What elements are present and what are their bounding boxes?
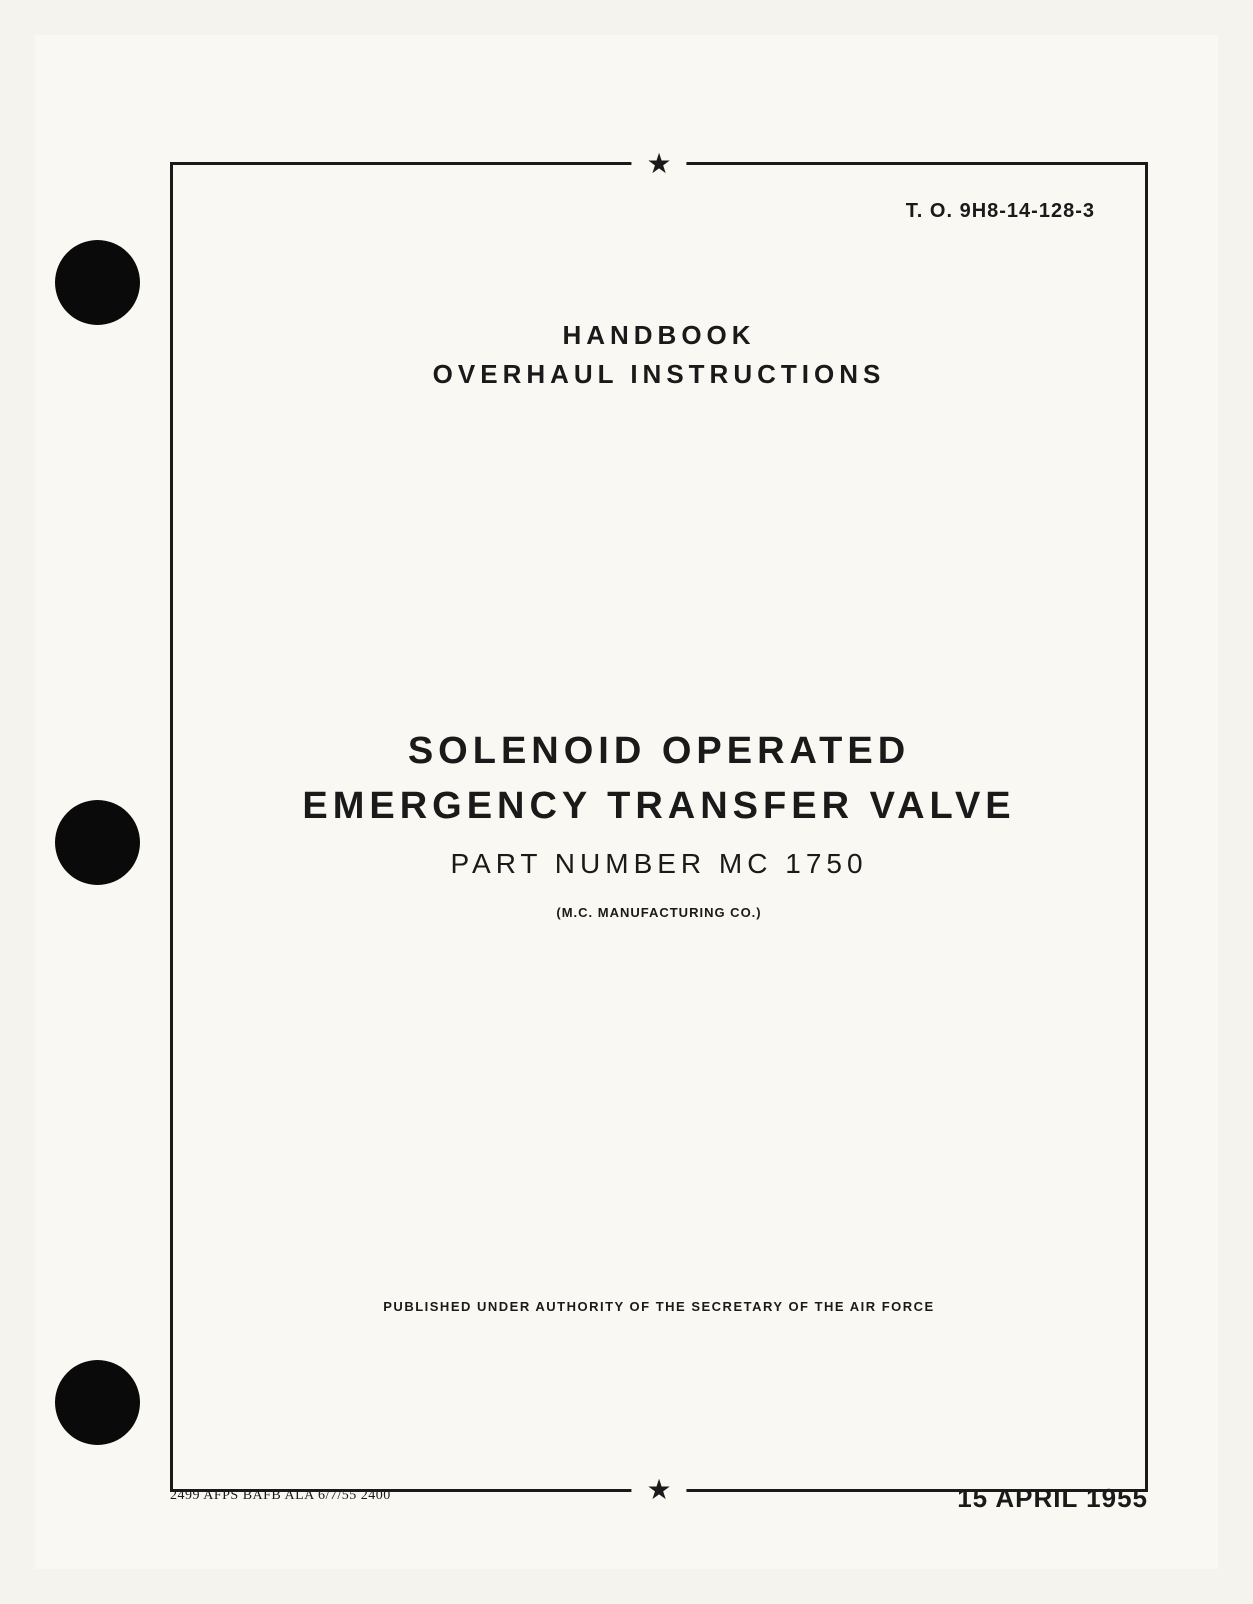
document-header: HANDBOOK OVERHAUL INSTRUCTIONS xyxy=(173,320,1145,398)
publication-date: 15 APRIL 1955 xyxy=(957,1483,1148,1514)
content-border-frame: ★ ★ T. O. 9H8-14-128-3 HANDBOOK OVERHAUL… xyxy=(170,162,1148,1492)
title-line-2: EMERGENCY TRANSFER VALVE xyxy=(173,785,1145,828)
star-icon-top: ★ xyxy=(631,147,686,181)
binder-hole-top xyxy=(55,240,140,325)
star-icon-bottom: ★ xyxy=(631,1473,686,1507)
manufacturer-name: (M.C. MANUFACTURING CO.) xyxy=(173,905,1145,920)
document-page: ★ ★ T. O. 9H8-14-128-3 HANDBOOK OVERHAUL… xyxy=(35,35,1218,1569)
header-overhaul-instructions: OVERHAUL INSTRUCTIONS xyxy=(173,359,1145,390)
document-title-block: SOLENOID OPERATED EMERGENCY TRANSFER VAL… xyxy=(173,730,1145,920)
header-handbook: HANDBOOK xyxy=(173,320,1145,351)
publication-authority: PUBLISHED UNDER AUTHORITY OF THE SECRETA… xyxy=(173,1299,1145,1314)
part-number: PART NUMBER MC 1750 xyxy=(173,848,1145,880)
print-reference-code: 2499 AFPS BAFB ALA 6/7/55 2400 xyxy=(170,1488,391,1504)
binder-hole-bottom xyxy=(55,1360,140,1445)
binder-hole-middle xyxy=(55,800,140,885)
technical-order-number: T. O. 9H8-14-128-3 xyxy=(906,200,1095,223)
title-line-1: SOLENOID OPERATED xyxy=(173,730,1145,773)
